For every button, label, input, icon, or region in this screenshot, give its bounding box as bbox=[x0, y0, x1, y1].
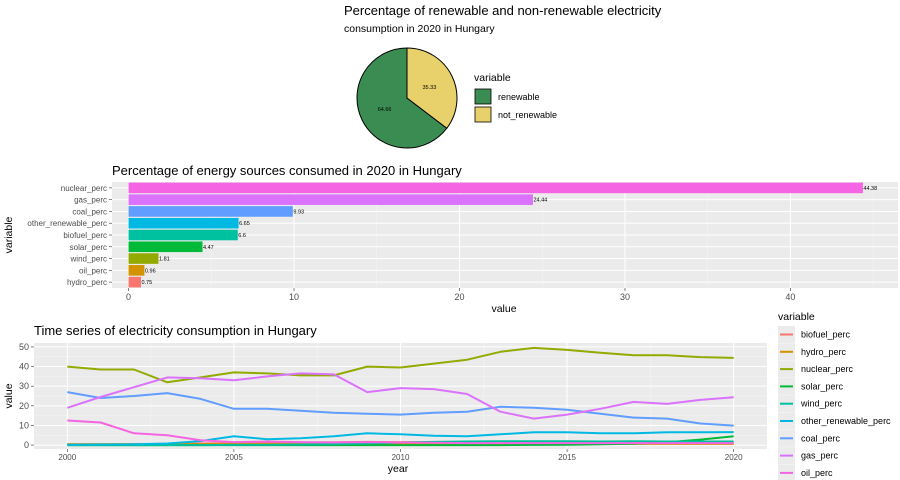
line-chart-title: Time series of electricity consumption i… bbox=[34, 323, 317, 338]
line-legend-label-coal-perc: coal_perc bbox=[801, 433, 841, 443]
bar-solar-perc bbox=[128, 241, 203, 253]
bar-x-tick-label: 10 bbox=[289, 292, 299, 302]
bar-value-label-coal-perc: 9.93 bbox=[293, 209, 304, 215]
bar-coal-perc bbox=[128, 206, 293, 217]
pie-legend-label-renewable: renewable bbox=[498, 92, 540, 102]
line-series-coal-perc bbox=[67, 391, 734, 427]
line-y-tick-label: 30 bbox=[19, 381, 29, 391]
bar-x-axis-label: value bbox=[491, 303, 516, 315]
pie-legend-title: variable bbox=[474, 72, 511, 84]
bar-y-tick-label-nuclear-perc: nuclear_perc bbox=[61, 184, 107, 193]
bar-y-tick-label-other-renewable-perc: other_renewable_perc bbox=[27, 219, 107, 228]
bar-x-tick-label: 0 bbox=[126, 292, 131, 302]
bar-other-renewable-perc bbox=[128, 217, 239, 229]
line-y-axis-label: value bbox=[3, 383, 15, 408]
pie-slice-renewable bbox=[356, 47, 448, 149]
line-y-tick-label: 0 bbox=[24, 440, 29, 450]
pie-value-label-not-renewable: 35.33 bbox=[423, 85, 437, 91]
line-series-other-renewable-perc bbox=[67, 431, 734, 446]
pie-slice-not-renewable bbox=[406, 47, 458, 129]
line-legend-label-oil-perc: oil_perc bbox=[801, 468, 833, 478]
line-legend-label-other-renewable-perc: other_renewable_perc bbox=[801, 416, 891, 426]
pie-legend: renewable not_renewable bbox=[474, 88, 557, 123]
bar-y-tick-label-hydro-perc: hydro_perc bbox=[67, 278, 107, 287]
line-legend-label-biofuel-perc: biofuel_perc bbox=[801, 330, 851, 340]
bar-x-tick-label: 30 bbox=[620, 292, 630, 302]
bar-x-tick-label: 20 bbox=[454, 292, 464, 302]
pie-legend-key-renewable bbox=[474, 88, 492, 105]
line-x-axis: 2000 2005 2010 2015 2020 bbox=[58, 449, 743, 462]
bar-y-tick-label-oil-perc: oil_perc bbox=[79, 266, 107, 275]
line-legend-label-hydro-perc: hydro_perc bbox=[801, 347, 847, 357]
line-series-nuclear-perc bbox=[67, 346, 734, 384]
line-x-tick-label: 2000 bbox=[58, 453, 76, 462]
bar-nuclear-perc bbox=[128, 182, 863, 194]
pie-chart-title: Percentage of renewable and non-renewabl… bbox=[344, 3, 662, 18]
bar-value-label-other-renewable-perc: 6.65 bbox=[239, 221, 250, 227]
pie-chart-subtitle: consumption in 2020 in Hungary bbox=[344, 23, 495, 35]
bar-biofuel-perc bbox=[128, 229, 238, 241]
bar-value-label-gas-perc: 24.44 bbox=[533, 198, 547, 204]
pie-legend-key-not-renewable bbox=[474, 106, 492, 123]
line-legend-title: variable bbox=[778, 311, 815, 323]
line-legend-label-wind-perc: wind_perc bbox=[800, 399, 843, 409]
bar-wind-perc bbox=[128, 253, 159, 264]
bar-y-tick-label-coal-perc: coal_perc bbox=[72, 207, 107, 216]
line-x-tick-label: 2010 bbox=[392, 453, 410, 462]
line-x-tick-label: 2015 bbox=[558, 453, 576, 462]
bar-hydro-perc bbox=[128, 276, 141, 288]
line-y-tick-label: 10 bbox=[19, 420, 29, 430]
bar-y-tick-label-biofuel-perc: biofuel_perc bbox=[63, 231, 107, 240]
bar-y-tick-label-wind-perc: wind_perc bbox=[70, 255, 107, 264]
bar-chart: 44.38 24.44 9.93 6.65 6.6 4.47 1.810.96 0.75 bbox=[128, 182, 877, 288]
bar-value-label-oil-perc: 0.96 bbox=[145, 268, 156, 274]
line-series-gas-perc bbox=[66, 372, 734, 420]
line-x-tick-label: 2020 bbox=[725, 453, 743, 462]
line-y-tick-label: 50 bbox=[19, 342, 29, 352]
bar-value-label-solar-perc: 4.47 bbox=[203, 245, 214, 251]
bar-y-tick-label-gas-perc: gas_perc bbox=[74, 196, 107, 205]
line-legend-label-solar-perc: solar_perc bbox=[801, 381, 844, 391]
line-series-oil-perc bbox=[67, 419, 734, 445]
line-x-axis-label: year bbox=[388, 463, 409, 475]
bar-x-tick-label: 40 bbox=[785, 292, 795, 302]
bar-value-label-wind-perc: 1.81 bbox=[159, 257, 170, 263]
line-y-axis: 0 10 20 30 40 50 bbox=[19, 342, 34, 450]
bar-x-axis: 0 10 20 30 40 bbox=[126, 288, 795, 302]
bar-oil-perc bbox=[128, 265, 145, 276]
pie-chart: 64.66 35.33 bbox=[356, 47, 458, 149]
bar-chart-title: Percentage of energy sources consumed in… bbox=[112, 163, 462, 178]
bar-value-label-biofuel-perc: 6.6 bbox=[238, 233, 246, 239]
bar-value-label-nuclear-perc: 44.38 bbox=[863, 186, 877, 192]
line-y-tick-label: 20 bbox=[19, 401, 29, 411]
bar-y-axis-label: variable bbox=[3, 216, 15, 253]
bar-y-tick-label-solar-perc: solar_perc bbox=[70, 243, 107, 252]
line-legend: biofuel_perc hydro_perc nuclear_perc solar_… bbox=[778, 326, 891, 480]
bar-gas-perc bbox=[128, 194, 533, 205]
line-legend-label-nuclear-perc: nuclear_perc bbox=[801, 364, 854, 374]
line-legend-label-gas-perc: gas_perc bbox=[801, 451, 839, 461]
line-chart bbox=[66, 346, 734, 447]
bar-value-label-hydro-perc: 0.75 bbox=[141, 280, 152, 286]
pie-legend-label-not-renewable: not_renewable bbox=[498, 110, 557, 120]
bar-y-axis: nuclear_perc gas_perc coal_perc other_renew… bbox=[27, 184, 112, 287]
pie-value-label-renewable: 64.66 bbox=[378, 107, 392, 113]
line-x-tick-label: 2005 bbox=[225, 453, 243, 462]
line-y-tick-label: 40 bbox=[19, 362, 29, 372]
